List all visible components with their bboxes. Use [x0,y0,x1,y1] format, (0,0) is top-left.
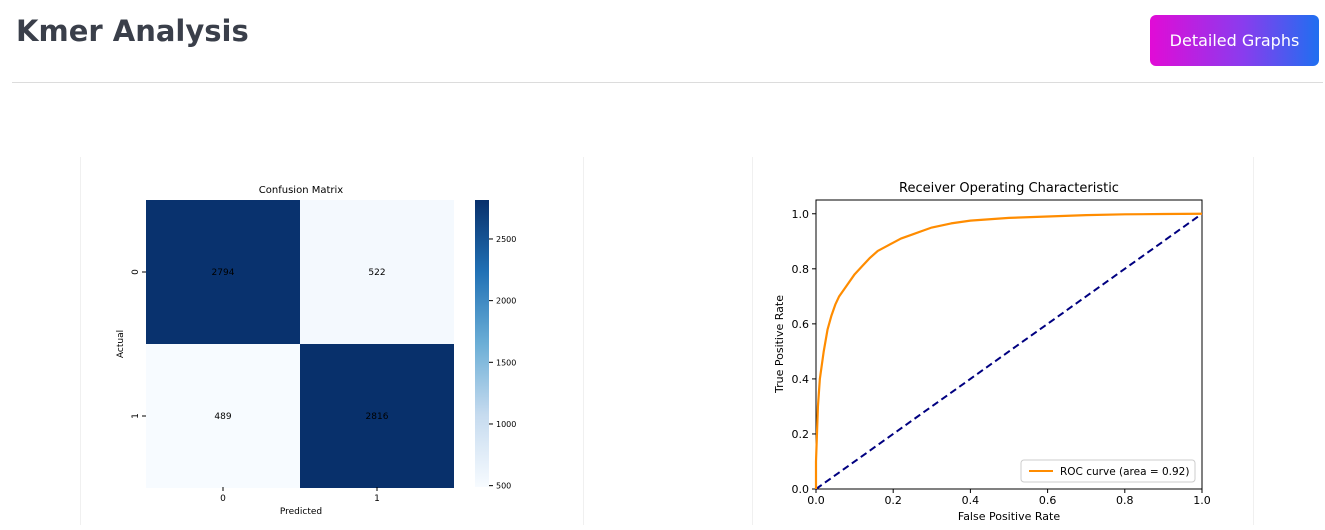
cm-cell-label-1-0: 489 [214,412,231,422]
detailed-graphs-button[interactable]: Detailed Graphs [1150,15,1319,66]
roc-diagonal-line [815,212,1203,490]
page-title: Kmer Analysis [16,14,249,48]
roc-xlabel: False Positive Rate [958,510,1060,523]
roc-ylabel: True Positive Rate [773,295,786,394]
roc-ytick-label: 0.2 [792,428,810,441]
cm-cell-label-1-1: 2816 [366,412,389,422]
roc-plot-frame [815,199,1203,490]
roc-ytick-label: 1.0 [792,208,810,221]
cm-ytick-label: 1 [131,413,141,419]
cm-colorbar-label: 2000 [496,297,516,306]
cm-cell-label-0-1: 522 [368,268,385,278]
roc-xtick-label: 1.0 [1193,494,1211,507]
confusion-matrix-card: Confusion Matrix 2794 522 489 2816 2500 2000… [80,157,584,525]
roc-title: Receiver Operating Characteristic [899,181,1119,196]
cm-xtick-label: 1 [374,494,380,504]
roc-xtick-label: 0.6 [1039,494,1057,507]
roc-xtick-label: 0.8 [1116,494,1134,507]
header-divider [12,82,1323,83]
roc-xtick-label: 0.4 [962,494,980,507]
cm-cell-0-1 [300,200,454,344]
roc-chart: Receiver Operating Characteristic 0.0 0.2… [773,181,1211,523]
cm-colorbar-label: 1500 [496,358,516,367]
roc-legend: ROC curve (area = 0.92) [1020,459,1196,483]
roc-card: Receiver Operating Characteristic 0.0 0.2… [752,157,1254,525]
roc-xtick-label: 0.2 [884,494,902,507]
roc-xtick-label: 0.0 [807,494,825,507]
roc-ytick-label: 0.6 [792,318,810,331]
cm-ytick-label: 0 [131,269,141,275]
cm-colorbar-label: 1000 [496,420,516,429]
cm-colorbar [475,200,489,487]
cm-cell-label-0-0: 2794 [212,268,235,278]
roc-curve-line [814,212,1203,489]
cm-xlabel: Predicted [280,507,322,517]
cm-xtick-label: 0 [220,494,226,504]
cm-colorbar-label: 500 [496,482,511,491]
roc-ytick-label: 0.8 [792,263,810,276]
confusion-matrix-chart: Confusion Matrix 2794 522 489 2816 2500 2000… [116,185,516,517]
cm-colorbar-label: 2500 [496,235,516,244]
roc-ytick-label: 0.0 [792,483,810,496]
page-header: Kmer Analysis Detailed Graphs [0,0,1325,83]
cm-ylabel: Actual [116,330,126,358]
cm-cell-1-0 [146,344,300,488]
roc-ytick-label: 0.4 [792,373,810,386]
roc-legend-label: ROC curve (area = 0.92) [1060,466,1189,478]
cm-title: Confusion Matrix [259,185,343,196]
cm-cell-1-1 [300,344,454,488]
cm-cell-0-0 [146,200,300,344]
